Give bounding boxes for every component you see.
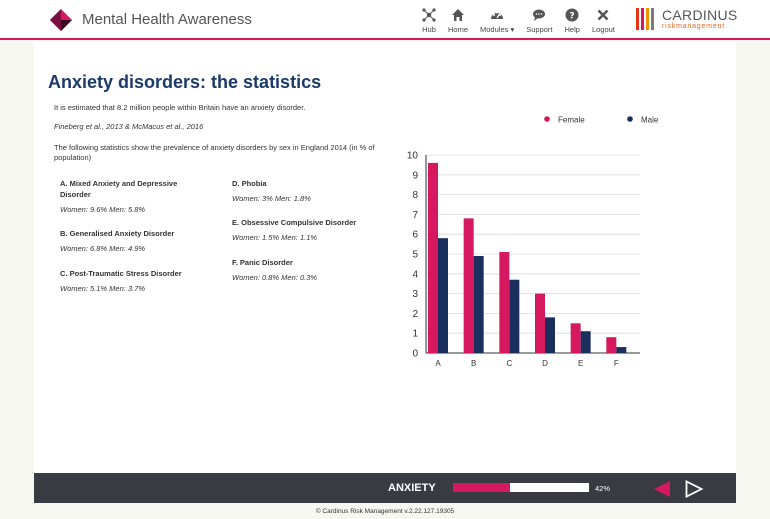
brand-bar	[646, 8, 649, 30]
bar-female-e	[570, 323, 581, 353]
y-tick-label: 7	[412, 210, 418, 221]
stat-values: Women: 1.5% Men: 1.1%	[232, 233, 318, 242]
x-tick-label: B	[471, 359, 476, 368]
stat-name: D. Phobia	[232, 179, 267, 188]
brand-bar	[651, 8, 654, 30]
stat-values: Women: 6.8% Men: 4.9%	[60, 244, 146, 253]
content-panel: Anxiety disorders: the statistics It is …	[34, 42, 736, 473]
stat-item: D. Phobia Women: 3% Men: 1.8%	[232, 178, 382, 203]
legend-marker	[544, 116, 550, 122]
stat-values: Women: 9.6% Men: 5.8%	[60, 205, 146, 214]
brand-logo: CARDINUS riskmanagement	[636, 8, 738, 32]
x-tick-label: D	[542, 359, 548, 368]
stat-name: F. Panic Disorder	[232, 258, 293, 267]
next-page-button[interactable]	[684, 479, 704, 499]
brand-bars	[636, 8, 656, 30]
stat-name: A. Mixed Anxiety and Depressive Disorder	[60, 179, 178, 199]
x-tick-label: F	[614, 359, 619, 368]
y-tick-label: 5	[412, 250, 418, 261]
progress-fill	[453, 483, 511, 492]
footer-bar: ANXIETY 42%	[34, 473, 736, 503]
nav-label: Support	[526, 25, 553, 34]
support-icon	[533, 9, 546, 21]
progress-bar	[453, 483, 589, 492]
nav-hub[interactable]: Hub	[422, 8, 436, 36]
bar-chart: 0 1 2 3 4 5 6 7 8 9 10 A B C D E F Female Male	[407, 116, 659, 369]
section-name: ANXIETY	[388, 482, 436, 494]
nav-label: Logout	[591, 25, 615, 34]
stat-item: F. Panic Disorder Women: 0.8% Men: 0.3%	[232, 257, 382, 282]
nav-modules[interactable]: Modules ▾	[480, 8, 514, 36]
y-tick-label: 4	[412, 269, 418, 280]
bar-male-d	[545, 317, 555, 353]
legend-marker	[627, 116, 633, 122]
bar-female-d	[535, 293, 545, 353]
stat-item: C. Post-Traumatic Stress Disorder Women:…	[60, 268, 210, 293]
nav-logout[interactable]: Logout	[592, 8, 615, 36]
stat-name: E. Obsessive Compulsive Disorder	[232, 218, 357, 227]
x-tick-label: A	[435, 359, 441, 368]
bar-female-f	[606, 337, 617, 353]
stat-values: Women: 3% Men: 1.8%	[232, 194, 311, 203]
stat-item: B. Generalised Anxiety Disorder Women: 6…	[60, 228, 210, 253]
stat-values: Women: 0.8% Men: 0.3%	[232, 273, 318, 282]
bar-male-f	[616, 347, 627, 353]
y-tick-label: 1	[412, 329, 418, 340]
x-tick-label: C	[506, 359, 512, 368]
intro-text: It is estimated that 8.2 million people …	[54, 103, 306, 112]
bar-male-a	[438, 238, 448, 353]
nav-label: Modules ▾	[480, 25, 515, 34]
y-tick-label: 2	[412, 309, 418, 320]
brand-bar	[641, 8, 644, 30]
page-title: Anxiety disorders: the statistics	[48, 72, 322, 92]
legend-label: Female	[558, 116, 585, 125]
nav-label: Home	[448, 25, 469, 34]
nav-label: Hub	[422, 25, 436, 34]
top-header: Mental Health Awareness Hub Home	[0, 0, 770, 40]
bar-female-b	[463, 218, 474, 353]
modules-icon	[491, 11, 504, 19]
app-title: Mental Health Awareness	[82, 11, 252, 28]
stat-values: Women: 5.1% Men: 3.7%	[60, 284, 146, 293]
nav-home[interactable]: Home	[448, 8, 468, 36]
top-nav: Hub Home Modules ▾ Support	[422, 8, 627, 36]
svg-text:?: ?	[570, 12, 575, 22]
legend-label: Male	[641, 116, 659, 125]
app-logo-icon	[50, 9, 72, 31]
stat-name: B. Generalised Anxiety Disorder	[60, 229, 175, 238]
brand-bar	[636, 8, 639, 30]
y-tick-label: 6	[412, 230, 418, 241]
y-tick-label: 0	[412, 349, 418, 360]
description-text: The following statistics show the preval…	[54, 143, 375, 162]
progress-percent: 42%	[595, 484, 611, 493]
logout-icon	[597, 9, 609, 21]
bar-male-e	[580, 331, 591, 353]
hub-icon	[422, 8, 436, 22]
y-tick-label: 10	[407, 151, 419, 162]
bar-female-a	[428, 162, 438, 353]
stat-item: E. Obsessive Compulsive Disorder Women: …	[232, 217, 382, 242]
y-tick-label: 3	[412, 289, 418, 300]
nav-support[interactable]: Support	[526, 8, 553, 36]
bar-male-c	[509, 279, 520, 353]
y-tick-label: 8	[412, 190, 418, 201]
stat-name: C. Post-Traumatic Stress Disorder	[60, 269, 182, 278]
help-icon: ?	[565, 8, 579, 22]
bar-male-b	[473, 255, 484, 353]
x-tick-label: E	[578, 359, 583, 368]
copyright-text: © Cardinus Risk Management v.2.22.127.19…	[315, 508, 455, 515]
bar-female-c	[499, 252, 510, 353]
brand-tagline: riskmanagement	[662, 23, 725, 30]
previous-page-button[interactable]	[652, 479, 672, 499]
home-icon	[452, 9, 464, 21]
stat-item: A. Mixed Anxiety and Depressive Disorder…	[60, 178, 210, 214]
y-tick-label: 9	[412, 170, 418, 181]
nav-label: Help	[564, 25, 580, 34]
brand-name: CARDINUS	[662, 7, 738, 23]
citation-text: Fineberg et al., 2013 & McMacus et al., …	[54, 122, 204, 131]
nav-help[interactable]: ? Help	[565, 8, 580, 36]
